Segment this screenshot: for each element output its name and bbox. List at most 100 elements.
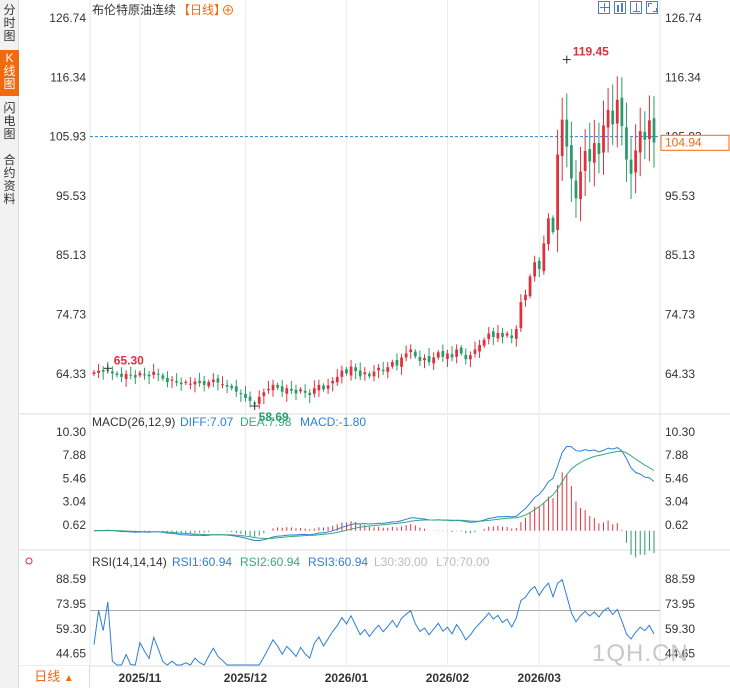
candle-body bbox=[524, 294, 527, 301]
candle-body bbox=[638, 131, 642, 153]
rsi-l30-value: L30:30.00 bbox=[374, 555, 428, 569]
candle-body bbox=[156, 373, 160, 375]
candle-body bbox=[377, 367, 380, 371]
candle-body bbox=[634, 150, 638, 173]
high-label: 65.30 bbox=[114, 353, 144, 367]
candle-body bbox=[340, 370, 344, 377]
y-tick-label-left: 74.73 bbox=[56, 308, 86, 322]
side-tab-0[interactable]: 分时图 bbox=[3, 3, 16, 43]
macd-y-tick-right: 3.04 bbox=[665, 495, 689, 509]
macd-y-tick-left: 10.30 bbox=[56, 425, 86, 439]
rsi-l70-value: L70:70.00 bbox=[436, 555, 490, 569]
candle-body bbox=[358, 370, 362, 377]
y-tick-label-left: 105.93 bbox=[49, 130, 86, 144]
macd-dea-value: DEA:7.98 bbox=[240, 415, 292, 429]
candle-body bbox=[409, 349, 413, 353]
candle-body bbox=[615, 99, 619, 124]
candle-body bbox=[643, 131, 647, 140]
candle-body bbox=[225, 384, 229, 387]
macd-y-tick-left: 0.62 bbox=[63, 518, 87, 532]
candle-body bbox=[290, 388, 293, 391]
min-label: 58.69 bbox=[259, 410, 289, 424]
candle-body bbox=[436, 352, 440, 358]
candle-body bbox=[335, 376, 339, 383]
candle-body bbox=[501, 332, 504, 337]
candle-body bbox=[322, 385, 325, 390]
expand-icon[interactable] bbox=[598, 1, 610, 14]
last-price-label: 104.94 bbox=[665, 135, 702, 149]
y-tick-label-left: 85.13 bbox=[56, 248, 86, 262]
candle-body bbox=[193, 381, 197, 385]
side-tab-3[interactable]: 合约资料 bbox=[3, 153, 16, 206]
candle-body bbox=[161, 375, 165, 379]
candle-body bbox=[147, 374, 151, 377]
candle-body bbox=[400, 357, 403, 367]
side-tab-1[interactable]: K线图 bbox=[0, 50, 19, 96]
candle-body bbox=[592, 143, 596, 163]
draw-icon[interactable] bbox=[630, 1, 642, 14]
y-tick-label-right: 85.13 bbox=[665, 248, 695, 262]
candle-body bbox=[152, 371, 156, 375]
x-tick-label: 2026/01 bbox=[325, 671, 369, 685]
candle-body bbox=[230, 385, 234, 389]
candle-body bbox=[312, 388, 316, 394]
candle-body bbox=[413, 351, 417, 357]
candle-body bbox=[418, 357, 422, 361]
candle-body bbox=[432, 357, 436, 364]
candle-body bbox=[133, 375, 137, 378]
candle-body bbox=[648, 120, 651, 139]
rsi-y-tick-left: 88.59 bbox=[56, 572, 86, 586]
rsi-line bbox=[93, 578, 655, 666]
y-tick-label-left: 126.74 bbox=[49, 11, 86, 25]
macd-y-tick-left: 3.04 bbox=[63, 495, 87, 509]
rsi-y-tick-right: 88.59 bbox=[665, 572, 695, 586]
candle-body bbox=[221, 384, 224, 386]
candle-body bbox=[473, 349, 477, 354]
candle-body bbox=[189, 383, 192, 385]
side-tab-2[interactable]: 闪电图 bbox=[3, 101, 16, 141]
macd-y-tick-right: 0.62 bbox=[665, 518, 689, 532]
candle-body bbox=[331, 380, 335, 384]
y-tick-label-right: 116.34 bbox=[665, 70, 701, 84]
candle-body bbox=[299, 389, 302, 392]
candle-body bbox=[478, 344, 481, 352]
candle-body bbox=[244, 393, 247, 398]
candle-body bbox=[166, 377, 169, 382]
candle-body bbox=[583, 151, 587, 171]
period-label: 日线 bbox=[34, 669, 61, 684]
candle-body bbox=[469, 355, 472, 360]
candle-body bbox=[620, 97, 624, 126]
candle-body bbox=[491, 331, 495, 337]
candle-body bbox=[390, 362, 394, 367]
candle-body bbox=[280, 386, 284, 392]
candle-body bbox=[496, 332, 500, 339]
candle-body bbox=[487, 333, 491, 340]
fullscreen-icon[interactable] bbox=[646, 1, 658, 14]
macd-y-tick-right: 7.88 bbox=[665, 448, 689, 462]
candle-body bbox=[368, 373, 371, 377]
candle-body bbox=[547, 218, 550, 245]
candle-body bbox=[216, 378, 220, 383]
candle-body bbox=[184, 381, 188, 383]
y-tick-label-right: 126.74 bbox=[665, 11, 702, 25]
x-tick-label: 2026/02 bbox=[426, 671, 470, 685]
candle-body bbox=[308, 392, 312, 396]
candle-body bbox=[267, 388, 270, 391]
chart-type-icon[interactable] bbox=[614, 1, 626, 14]
candle-body bbox=[537, 260, 541, 270]
candle-body bbox=[354, 367, 358, 372]
candle-body bbox=[198, 380, 201, 384]
candle-body bbox=[271, 384, 275, 391]
candle-body bbox=[519, 302, 523, 329]
y-tick-label-left: 95.53 bbox=[56, 189, 86, 203]
candle-body bbox=[349, 366, 353, 376]
macd-y-tick-left: 5.46 bbox=[63, 471, 87, 485]
candle-body bbox=[625, 127, 628, 160]
candle-body bbox=[602, 125, 605, 153]
macd-label: MACD(26,12,9) bbox=[92, 415, 175, 429]
candle-body bbox=[248, 396, 252, 401]
candle-body bbox=[542, 243, 546, 272]
x-tick-label: 2025/11 bbox=[119, 671, 162, 685]
period-selector[interactable]: 日线 ▲ bbox=[19, 666, 90, 688]
